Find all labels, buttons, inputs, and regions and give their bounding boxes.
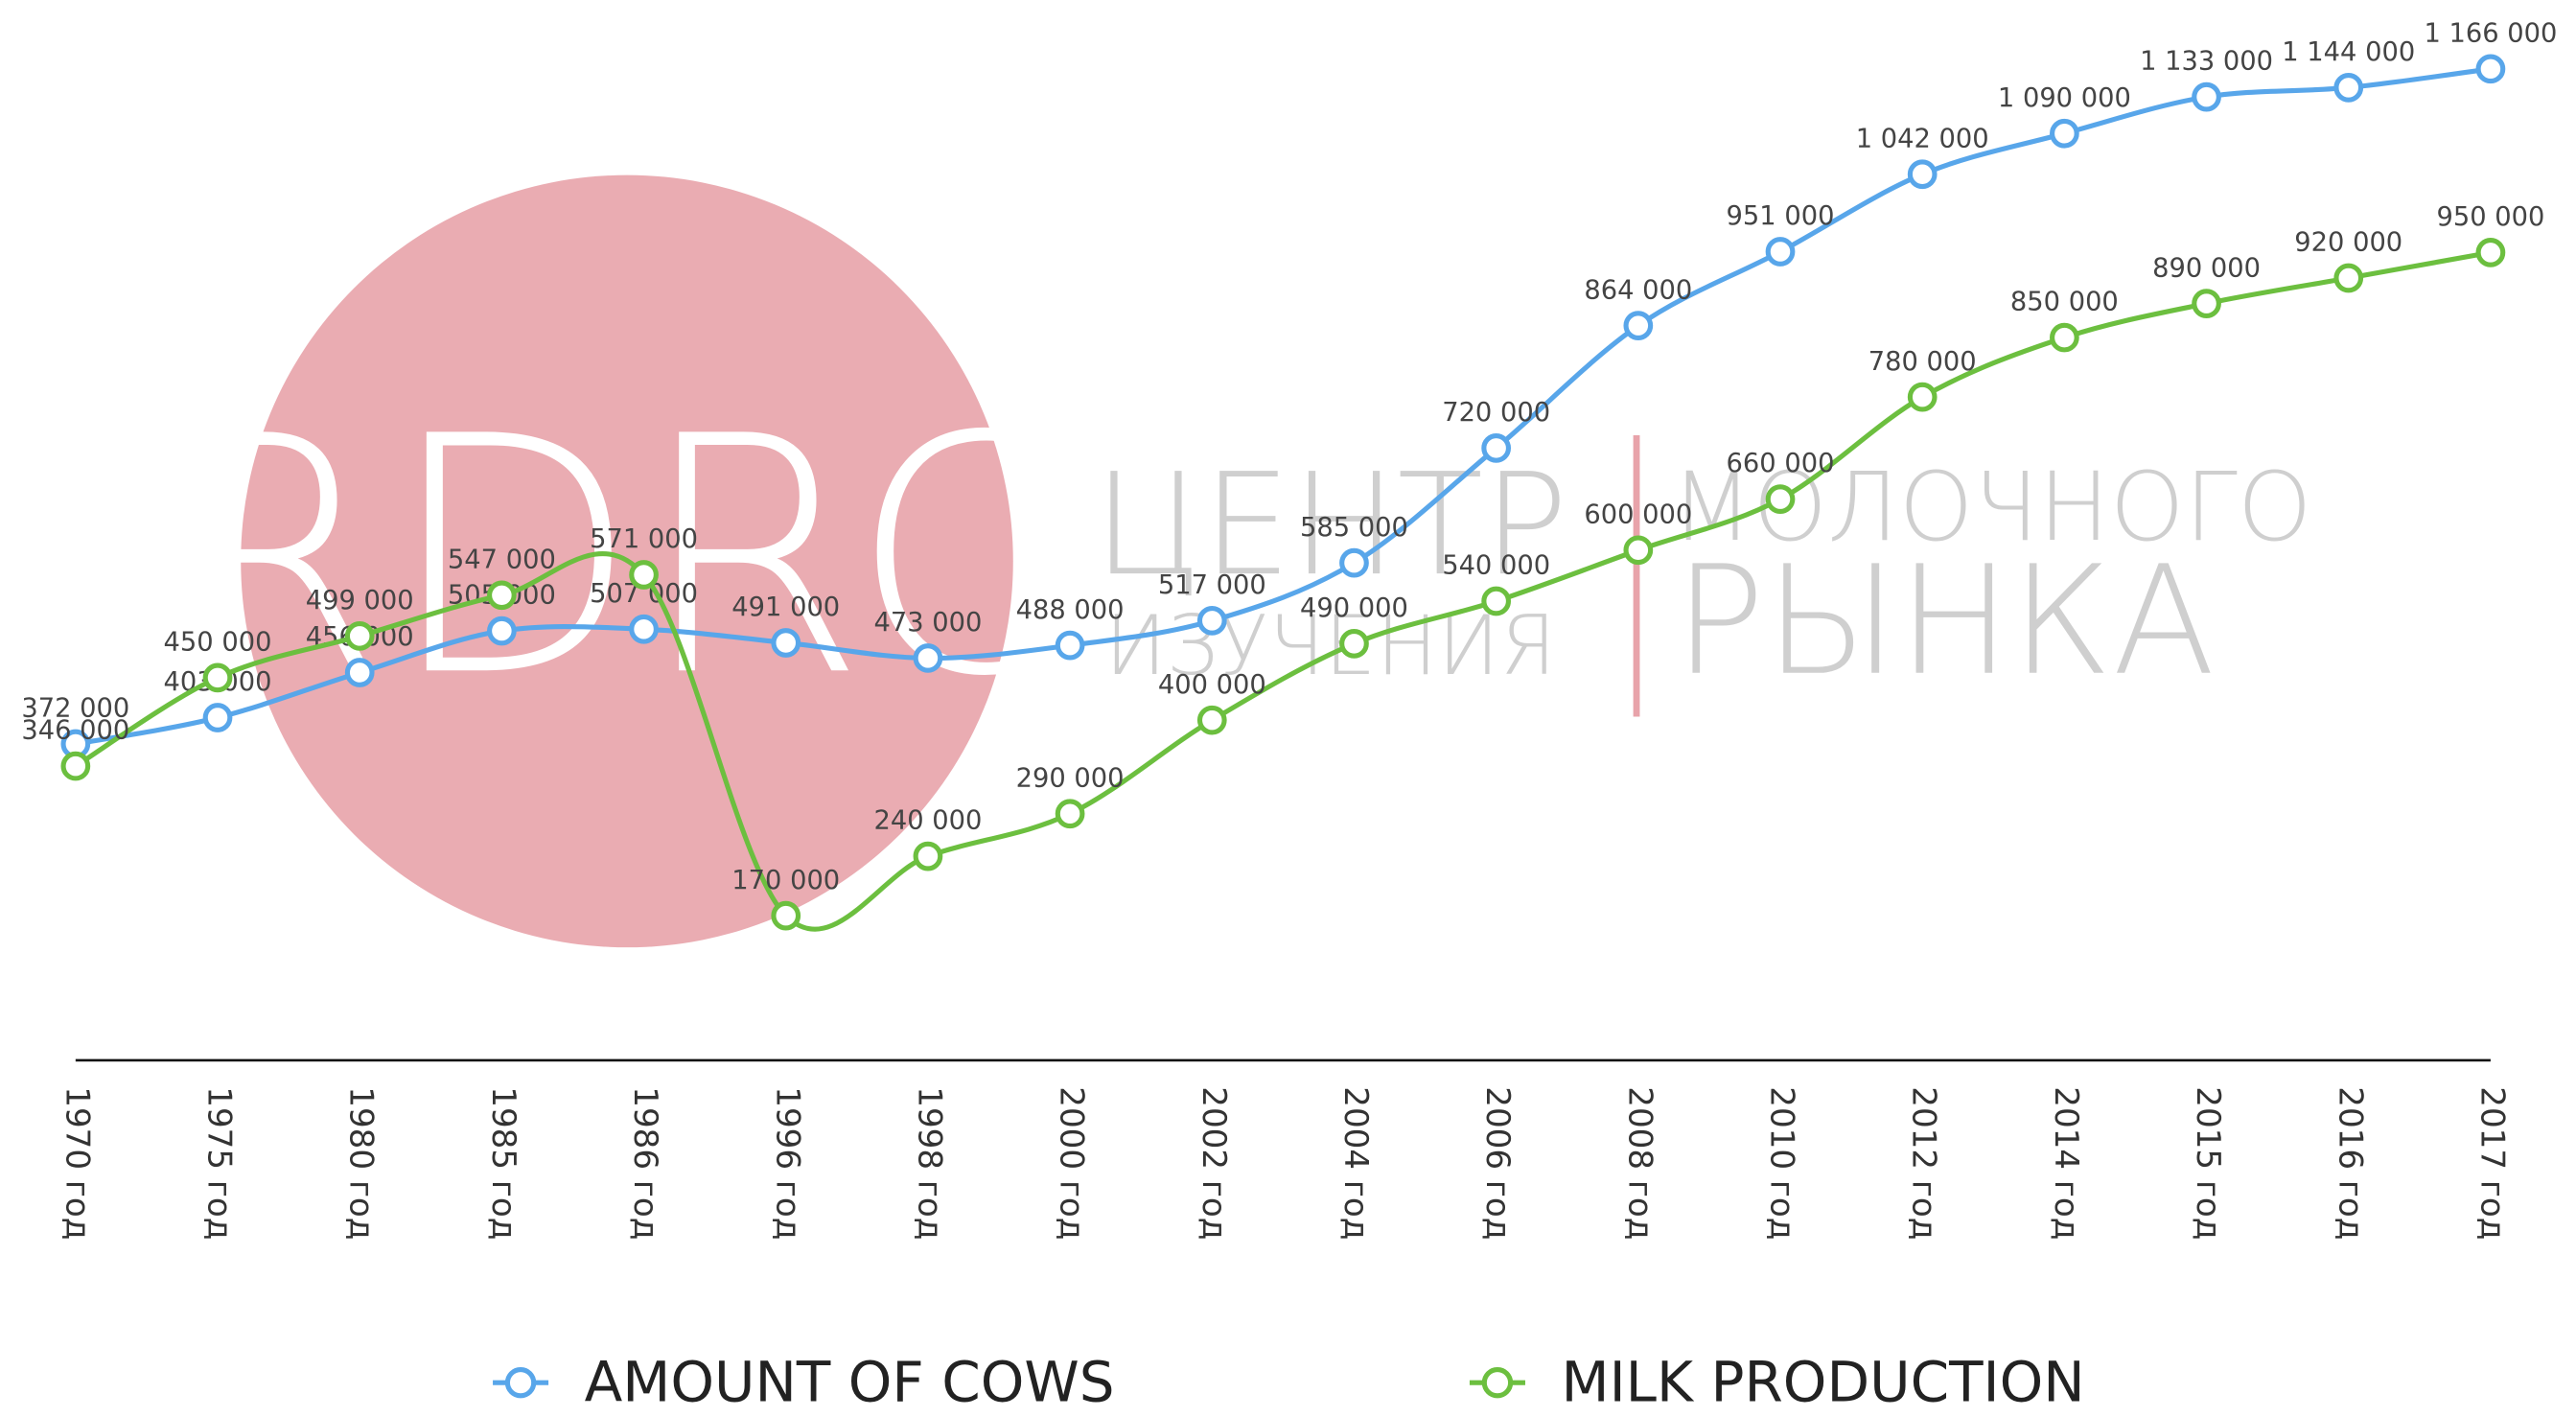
- data-label: 372 000: [21, 694, 129, 724]
- data-point: [913, 841, 943, 871]
- data-point: [202, 703, 233, 732]
- data-label: 920 000: [2294, 228, 2402, 258]
- data-label: 864 000: [1584, 275, 1692, 305]
- data-point: [1339, 628, 1369, 659]
- x-tick-label: 1985 год: [484, 1086, 522, 1240]
- data-point: [771, 900, 801, 931]
- data-point: [202, 662, 233, 693]
- data-point: [2475, 238, 2506, 267]
- data-point: [487, 580, 517, 611]
- data-point: [1623, 311, 1654, 341]
- data-label: 571 000: [590, 524, 698, 554]
- x-tick-label: 1970 год: [58, 1086, 96, 1240]
- data-label: 780 000: [1868, 347, 1977, 377]
- data-label: 540 000: [1442, 551, 1550, 581]
- x-tick-label: 1975 год: [200, 1086, 239, 1240]
- data-point: [1196, 705, 1227, 735]
- x-tick-label: 2015 год: [2189, 1086, 2227, 1240]
- data-label: 890 000: [2152, 253, 2261, 283]
- data-label: 499 000: [306, 586, 414, 616]
- logo-text: РЫНКА: [1674, 534, 2215, 709]
- data-label: 951 000: [1727, 201, 1835, 231]
- x-tick-label: 2004 год: [1336, 1086, 1375, 1240]
- legend-item: MILK PRODUCTION: [1469, 1350, 2085, 1415]
- data-label: 517 000: [1158, 570, 1266, 600]
- x-tick-label: 2017 год: [2472, 1086, 2511, 1240]
- legend-label: MILK PRODUCTION: [1562, 1350, 2085, 1415]
- data-point: [1339, 547, 1369, 578]
- data-label: 950 000: [2436, 202, 2544, 232]
- data-point: [1765, 237, 1796, 267]
- data-point: [1907, 159, 1938, 190]
- data-label: 1 166 000: [2424, 18, 2557, 48]
- data-point: [1196, 606, 1227, 636]
- data-label: 290 000: [1016, 763, 1125, 793]
- data-point: [1055, 630, 1085, 661]
- data-point: [487, 616, 517, 646]
- x-tick-label: 2012 год: [1905, 1086, 1943, 1240]
- x-tick-label: 2000 год: [1053, 1086, 1091, 1240]
- data-label: 1 144 000: [2282, 37, 2415, 67]
- logo-text: ЦЕНТР: [1093, 443, 1567, 607]
- x-tick-label: 2016 год: [2331, 1086, 2369, 1240]
- data-label: 1 042 000: [1856, 124, 1989, 153]
- data-point: [2050, 322, 2079, 353]
- data-label: 473 000: [873, 608, 982, 638]
- data-label: 585 000: [1300, 513, 1408, 543]
- data-label: 850 000: [2010, 288, 2119, 317]
- x-tick-label: 2014 год: [2047, 1086, 2085, 1240]
- logo-text: ИЗУЧЕНИЯ: [1104, 599, 1556, 694]
- x-tick-label: 1986 год: [626, 1086, 664, 1240]
- x-tick-label: 2002 год: [1195, 1086, 1233, 1240]
- data-point: [913, 643, 943, 673]
- data-point: [1481, 433, 1512, 463]
- data-point: [344, 621, 375, 651]
- data-point: [2192, 289, 2221, 318]
- data-label: 170 000: [731, 866, 840, 895]
- x-tick-label: 1998 год: [910, 1086, 948, 1240]
- legend-swatch: [1481, 1366, 1514, 1399]
- data-point: [1765, 484, 1796, 514]
- data-label: 240 000: [873, 806, 982, 836]
- data-label: 660 000: [1727, 449, 1835, 478]
- data-label: 600 000: [1584, 499, 1692, 529]
- data-label: 490 000: [1300, 593, 1408, 623]
- data-label: 547 000: [448, 545, 556, 574]
- data-point: [2333, 72, 2364, 103]
- legend-swatch: [504, 1366, 537, 1399]
- data-label: 491 000: [731, 592, 840, 622]
- data-point: [1481, 586, 1512, 616]
- data-point: [2333, 263, 2364, 293]
- data-label: 1 133 000: [2140, 47, 2273, 77]
- data-point: [629, 614, 659, 644]
- data-point: [60, 751, 91, 781]
- data-label: 488 000: [1016, 595, 1125, 625]
- x-tick-label: 2010 год: [1763, 1086, 1801, 1240]
- legend-label: AMOUNT OF COWS: [585, 1350, 1115, 1415]
- x-tick-label: 1980 год: [342, 1086, 381, 1240]
- data-point: [629, 560, 659, 590]
- data-point: [2050, 118, 2079, 149]
- data-label: 400 000: [1158, 670, 1266, 700]
- data-point: [2192, 81, 2221, 112]
- legend-item: AMOUNT OF COWS: [493, 1350, 1115, 1415]
- x-tick-label: 2006 год: [1478, 1086, 1517, 1240]
- data-point: [771, 628, 801, 658]
- x-tick-label: 1996 год: [768, 1086, 806, 1240]
- data-point: [344, 658, 375, 687]
- data-point: [1907, 382, 1938, 412]
- data-point: [1623, 535, 1654, 566]
- watermark: RDRC ЦЕНТР ИЗУЧЕНИЯ МОЛОЧНОГО РЫНКА: [159, 174, 2312, 948]
- data-label: 720 000: [1442, 398, 1550, 428]
- data-label: 346 000: [21, 716, 129, 746]
- data-point: [2475, 54, 2506, 84]
- data-point: [1055, 799, 1085, 829]
- x-tick-label: 2008 год: [1620, 1086, 1659, 1240]
- data-label: 450 000: [164, 627, 272, 657]
- data-label: 1 090 000: [1998, 83, 2131, 113]
